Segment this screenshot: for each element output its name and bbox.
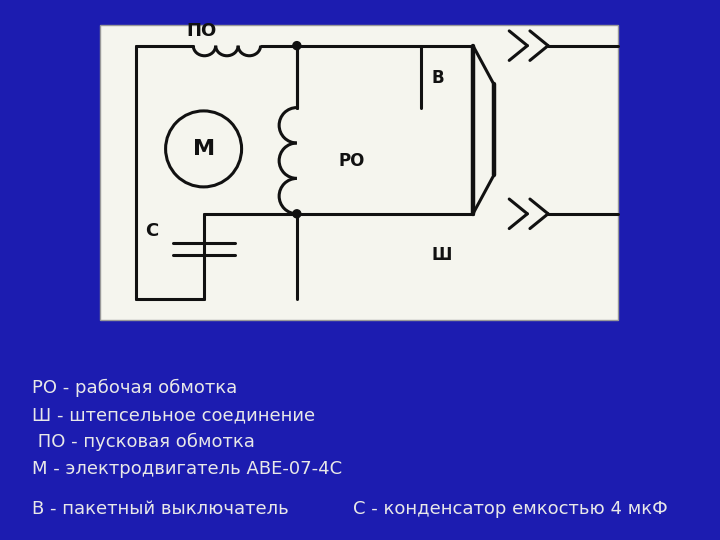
Text: РО: РО <box>338 152 364 170</box>
Text: С - конденсатор емкостью 4 мкФ: С - конденсатор емкостью 4 мкФ <box>353 501 667 518</box>
Circle shape <box>293 210 301 218</box>
Text: Ш - штепсельное соединение: Ш - штепсельное соединение <box>32 406 315 424</box>
Text: В: В <box>431 69 444 87</box>
Text: С: С <box>145 222 158 240</box>
Circle shape <box>293 42 301 50</box>
Text: В - пакетный выключатель: В - пакетный выключатель <box>32 501 289 518</box>
Text: ПО - пусковая обмотка: ПО - пусковая обмотка <box>32 433 256 451</box>
Text: М: М <box>192 139 215 159</box>
Text: М - электродвигатель АВЕ-07-4С: М - электродвигатель АВЕ-07-4С <box>32 460 343 478</box>
Text: ПО: ПО <box>186 22 216 40</box>
Text: РО - рабочая обмотка: РО - рабочая обмотка <box>32 379 238 397</box>
Bar <box>100 25 618 320</box>
Text: Ш: Ш <box>431 246 452 264</box>
